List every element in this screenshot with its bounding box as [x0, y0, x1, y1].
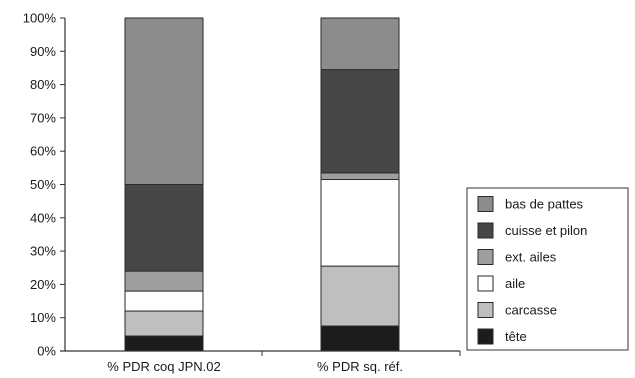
legend: bas de pattes cuisse et pilon ext. ailes ai…	[466, 187, 629, 351]
bar-segment-bas-de-pattes-2	[320, 17, 400, 71]
legend-swatch-bas-de-pattes	[477, 196, 494, 212]
y-tick-label-3: 30%	[30, 244, 56, 259]
legend-label-cuisse-et-pilon: cuisse et pilon	[505, 223, 587, 238]
legend-label-carcasse: carcasse	[505, 303, 557, 318]
bar-segment-aile-1	[124, 290, 204, 312]
bar-segment-cuisse-et-pilon-1	[124, 184, 204, 272]
x-axis-category-labels: % PDR coq JPN.02 % PDR sq. réf.	[107, 359, 403, 374]
legend-label-bas-de-pattes: bas de pattes	[505, 197, 584, 212]
bar-segment-cuisse-et-pilon-2	[320, 69, 400, 174]
legend-swatch-aile	[477, 275, 494, 292]
bar-segment-ext-ailes-2	[320, 172, 400, 181]
bars	[124, 17, 400, 352]
bar-segment-bas-de-pattes-1	[124, 17, 204, 185]
y-tick-label-7: 70%	[30, 110, 56, 125]
bar-segment-aile-2	[320, 179, 400, 267]
legend-swatch-cuisse-et-pilon	[477, 222, 494, 239]
bar-segment-carcasse-1	[124, 310, 204, 337]
y-tick-label-9: 90%	[30, 44, 56, 59]
y-tick-label-6: 60%	[30, 144, 56, 159]
legend-label-ext-ailes: ext. ailes	[505, 250, 557, 265]
legend-swatch-tete	[477, 328, 494, 345]
legend-swatch-carcasse	[477, 302, 494, 318]
y-axis-ticks: 0% 10% 20% 30% 40% 50% 60% 70% 80% 90% 100%	[23, 11, 65, 359]
bar-segment-tete-2	[320, 325, 400, 352]
y-tick-label-8: 80%	[30, 77, 56, 92]
legend-label-tete: tête	[505, 329, 527, 344]
legend-frame	[466, 187, 629, 351]
legend-swatch-ext-ailes	[477, 249, 494, 265]
y-tick-label-0: 0%	[37, 344, 56, 359]
y-tick-label-5: 50%	[30, 177, 56, 192]
y-tick-label-4: 40%	[30, 210, 56, 225]
y-tick-label-2: 20%	[30, 277, 56, 292]
legend-label-aile: aile	[505, 276, 525, 291]
y-tick-label-10: 100%	[23, 11, 57, 26]
bar-segment-carcasse-2	[320, 265, 400, 327]
x-category-label-2: % PDR sq. réf.	[317, 359, 403, 374]
bar-segment-tete-1	[124, 335, 204, 352]
bar-segment-ext-ailes-1	[124, 270, 204, 292]
y-tick-label-1: 10%	[30, 310, 56, 325]
x-category-label-1: % PDR coq JPN.02	[107, 359, 220, 374]
axes	[60, 18, 461, 356]
